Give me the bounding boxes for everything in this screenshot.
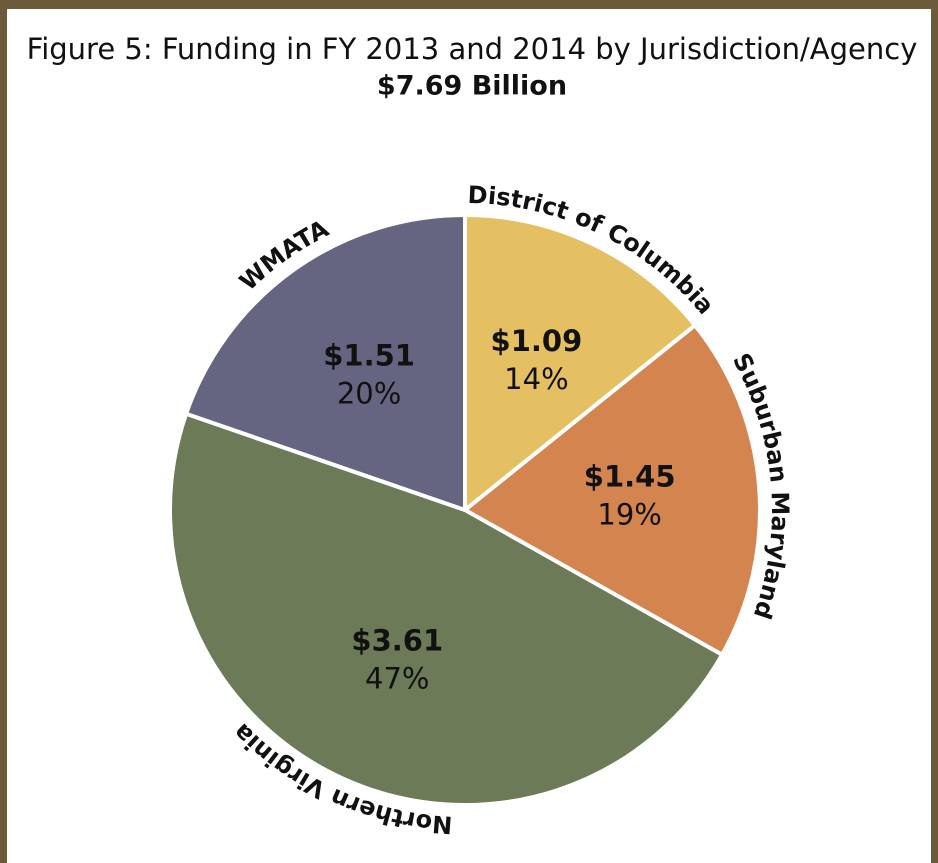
chart-subtitle: $7.69 Billion xyxy=(377,71,567,102)
value-label: $1.09 xyxy=(491,324,583,358)
percent-label: 47% xyxy=(365,662,429,696)
percent-label: 14% xyxy=(504,362,568,396)
percent-label: 20% xyxy=(337,376,401,410)
value-label: $1.51 xyxy=(323,338,415,372)
value-label: $3.61 xyxy=(351,624,443,658)
chart: Figure 5: Funding in FY 2013 and 2014 by… xyxy=(27,32,918,839)
pie-slice xyxy=(463,323,762,657)
pie-slice xyxy=(184,213,467,512)
chart-title: Figure 5: Funding in FY 2013 and 2014 by… xyxy=(27,32,918,66)
pie-slice xyxy=(168,411,725,807)
value-label: $1.45 xyxy=(584,459,676,493)
pie-slice xyxy=(463,213,697,512)
percent-label: 19% xyxy=(597,497,661,531)
